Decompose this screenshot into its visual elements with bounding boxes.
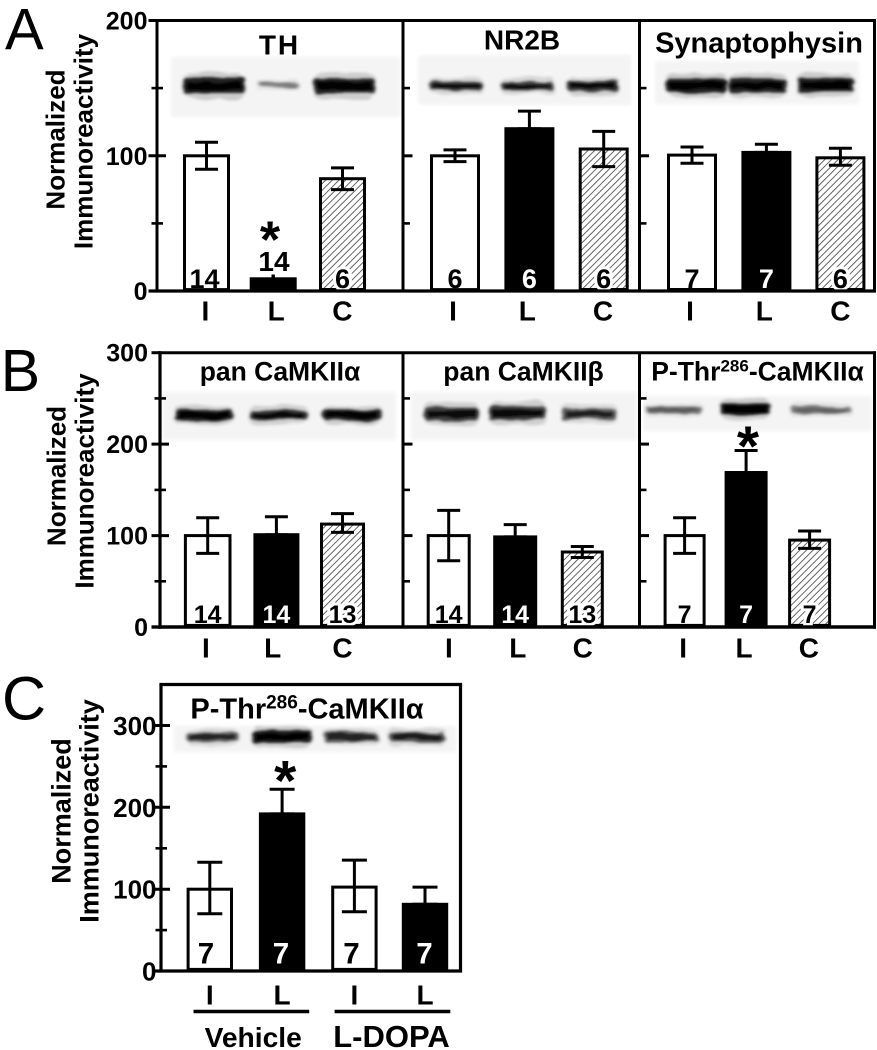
svg-text:7: 7 [684, 264, 699, 294]
svg-text:7: 7 [273, 938, 289, 971]
svg-text:6: 6 [335, 264, 350, 294]
svg-text:*: * [274, 749, 297, 813]
svg-text:200: 200 [106, 8, 148, 36]
svg-text:Normalized: Normalized [41, 69, 71, 209]
svg-text:L: L [519, 296, 536, 327]
svg-text:0: 0 [134, 278, 148, 306]
svg-text:I: I [686, 296, 694, 327]
svg-text:Immunoreactivity: Immunoreactivity [69, 33, 99, 249]
svg-text:I: I [449, 296, 457, 327]
svg-text:C: C [2, 665, 46, 733]
svg-text:6: 6 [447, 264, 462, 294]
svg-text:C: C [799, 633, 819, 664]
svg-text:100: 100 [106, 523, 148, 551]
svg-text:I: I [351, 980, 359, 1011]
svg-text:7: 7 [678, 601, 692, 629]
svg-text:Synaptophysin: Synaptophysin [655, 28, 863, 60]
svg-text:B: B [1, 338, 40, 404]
svg-text:L: L [264, 633, 281, 664]
svg-text:7: 7 [803, 601, 817, 629]
svg-text:L: L [509, 633, 526, 664]
svg-text:L: L [735, 633, 752, 664]
svg-text:7: 7 [759, 264, 774, 294]
svg-text:6: 6 [522, 264, 537, 294]
svg-text:14: 14 [435, 601, 463, 629]
svg-text:L: L [416, 980, 433, 1011]
svg-text:6: 6 [833, 264, 848, 294]
svg-text:Vehicle: Vehicle [205, 1021, 302, 1050]
svg-text:pan CaMKIIα: pan CaMKIIα [200, 357, 361, 387]
svg-text:C: C [332, 296, 352, 327]
svg-text:0: 0 [134, 614, 148, 642]
svg-text:14: 14 [258, 246, 290, 277]
svg-text:I: I [206, 980, 214, 1011]
svg-text:300: 300 [113, 711, 156, 741]
svg-text:0: 0 [142, 957, 156, 987]
svg-text:P-Thr286-CaMKIIα: P-Thr286-CaMKIIα [651, 357, 864, 387]
svg-text:13: 13 [568, 601, 596, 629]
svg-text:*: * [260, 212, 281, 270]
svg-text:C: C [593, 296, 613, 327]
svg-text:C: C [332, 633, 352, 664]
svg-text:I: I [202, 633, 210, 664]
svg-text:14: 14 [501, 601, 529, 629]
svg-text:14: 14 [194, 601, 222, 629]
svg-text:TH: TH [259, 30, 300, 61]
svg-text:13: 13 [329, 601, 357, 629]
svg-text:C: C [573, 633, 593, 664]
svg-text:200: 200 [113, 793, 156, 823]
svg-text:pan CaMKIIβ: pan CaMKIIβ [443, 357, 603, 387]
svg-text:14: 14 [189, 264, 219, 294]
svg-text:I: I [679, 633, 687, 664]
svg-text:200: 200 [106, 431, 148, 459]
svg-text:7: 7 [739, 601, 753, 629]
svg-text:L: L [756, 296, 773, 327]
svg-text:I: I [202, 296, 210, 327]
svg-text:7: 7 [343, 938, 359, 971]
svg-text:C: C [830, 296, 850, 327]
svg-text:7: 7 [416, 938, 432, 971]
svg-text:*: * [737, 415, 760, 479]
svg-text:NR2B: NR2B [484, 25, 560, 56]
svg-text:A: A [5, 0, 44, 63]
svg-text:L: L [268, 296, 285, 327]
svg-text:Normalized: Normalized [42, 406, 72, 546]
svg-text:Normalized: Normalized [47, 738, 77, 884]
svg-text:100: 100 [106, 143, 148, 171]
svg-text:L-DOPA: L-DOPA [333, 1019, 450, 1050]
svg-text:L: L [274, 980, 291, 1011]
svg-text:Immunoreactivity: Immunoreactivity [75, 699, 105, 923]
svg-text:100: 100 [113, 875, 156, 905]
svg-text:7: 7 [198, 938, 214, 971]
svg-text:P-Thr286-CaMKIIα: P-Thr286-CaMKIIα [190, 693, 423, 726]
svg-text:14: 14 [262, 601, 290, 629]
svg-text:300: 300 [106, 340, 148, 368]
svg-text:6: 6 [596, 264, 611, 294]
svg-text:I: I [445, 633, 453, 664]
svg-text:Immunoreactivity: Immunoreactivity [70, 373, 100, 589]
